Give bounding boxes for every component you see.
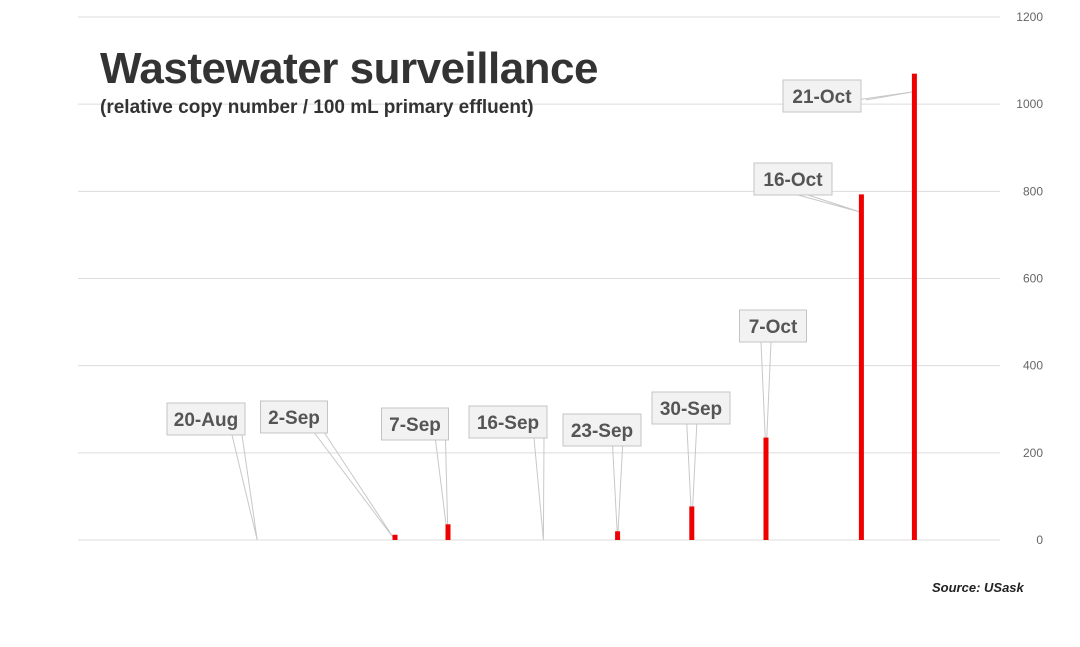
bar [615,531,621,540]
callout-box [468,405,548,439]
bar [445,524,451,540]
leader-line [797,194,862,213]
gridlines [78,16,1000,541]
leader-line [533,437,545,541]
leader-line [314,432,396,541]
date-callouts: 20-Aug 2-Sep 7-Sep 16-Sep 23-Sep 30-Sep 7-Oct 1… [166,79,862,447]
callout-label: 20-Aug [174,410,238,431]
y-tick-label: 200 [1023,446,1043,460]
callout-label: 2-Sep [268,408,320,429]
y-tick-label: 0 [1036,533,1043,547]
callout-box [753,162,833,196]
leader-line [612,445,624,541]
callout-box [260,400,328,434]
callout-box [381,407,449,441]
callout-box [782,79,862,113]
source-note: Source: USask [932,580,1024,595]
callout-label: 7-Sep [389,415,441,436]
y-tick-label: 1000 [1016,97,1043,111]
chart-subtitle: (relative copy number / 100 mL primary e… [100,97,534,118]
y-tick-label: 600 [1023,272,1043,286]
y-tick-label: 1200 [1016,10,1043,24]
chart-title: Wastewater surveillance [100,44,599,93]
callout-label: 16-Oct [763,170,823,191]
bars [392,73,917,541]
leader-line [855,91,915,101]
bar [392,534,398,540]
callout-label: 21-Oct [792,87,852,108]
callout-box [739,309,807,343]
leader-line [231,434,258,541]
y-tick-label: 400 [1023,359,1043,373]
callout-box [166,402,246,436]
callout-box [562,413,642,447]
bar [858,194,864,541]
callout-label: 23-Sep [571,421,633,442]
callout-label: 16-Sep [477,413,539,434]
callout-label: 7-Oct [749,317,798,338]
y-tick-label: 800 [1023,184,1043,198]
callout-leaders [231,91,915,541]
callout-box [651,391,731,425]
bar [689,506,695,540]
callout-label: 30-Sep [660,399,722,420]
bar [911,73,917,541]
y-axis-ticks: 0 200 400 600 800 1000 1200 [1016,10,1043,547]
bar [763,437,769,540]
